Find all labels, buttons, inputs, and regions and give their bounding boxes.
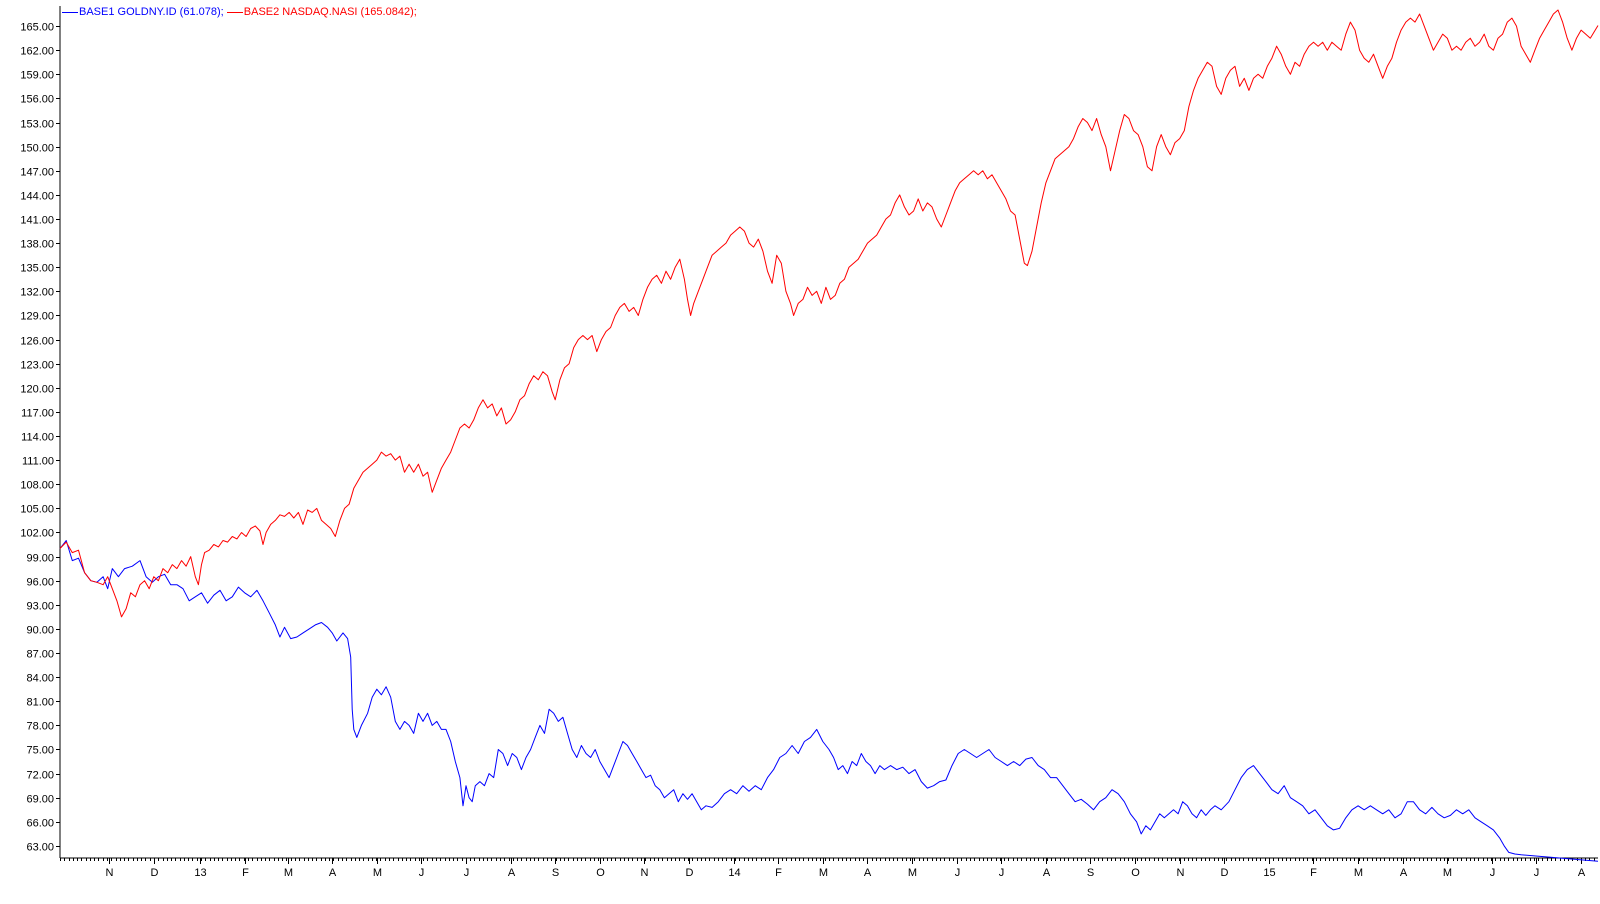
x-tick-label: A xyxy=(864,867,872,879)
x-tick-label: F xyxy=(775,867,782,879)
y-axis: 63.00 66.00 69.00 72.00 75.00 78.00 81.00 84.00… xyxy=(20,6,61,858)
x-tick-label: M xyxy=(819,867,828,879)
y-tick-label: 96.00 xyxy=(26,577,54,589)
x-tick-label: M xyxy=(908,867,917,879)
y-tick-label: 129.00 xyxy=(20,311,54,323)
legend: BASE1 GOLDNY.ID (61.078); BASE2 NASDAQ.N… xyxy=(62,6,417,18)
x-tick-label: O xyxy=(596,867,605,879)
x-tick-label: M xyxy=(284,867,293,879)
x-tick-label: F xyxy=(1310,867,1317,879)
y-tick-label: 75.00 xyxy=(26,745,54,757)
x-tick-label: J xyxy=(1490,867,1496,879)
y-tick-label: 99.00 xyxy=(26,553,54,565)
y-tick-label: 93.00 xyxy=(26,601,54,613)
y-tick-label: 153.00 xyxy=(20,119,54,131)
x-tick-label: D xyxy=(686,867,694,879)
y-tick-label: 114.00 xyxy=(21,432,54,444)
x-tick-label: D xyxy=(1221,867,1229,879)
y-tick-label: 147.00 xyxy=(20,167,54,179)
y-tick-label: 81.00 xyxy=(26,697,54,709)
x-tick-label: N xyxy=(1177,867,1185,879)
y-tick-label: 87.00 xyxy=(26,649,54,661)
x-tick-label: 13 xyxy=(194,867,206,879)
y-tick-label: 78.00 xyxy=(26,721,54,733)
x-tick-label: M xyxy=(1443,867,1452,879)
x-tick-label: A xyxy=(508,867,516,879)
legend-item-base2: BASE2 NASDAQ.NASI (165.0842); xyxy=(226,6,417,18)
x-tick-label: J xyxy=(1534,867,1540,879)
y-tick-label: 126.00 xyxy=(20,336,54,348)
x-tick-label: M xyxy=(373,867,382,879)
series-layer xyxy=(59,9,1599,862)
x-tick-label: D xyxy=(151,867,159,879)
y-tick-label: 105.00 xyxy=(20,504,54,516)
legend-swatch-base2 xyxy=(226,11,243,13)
legend-label-base2: BASE2 NASDAQ.NASI (165.0842); xyxy=(243,6,417,18)
y-tick-label: 66.00 xyxy=(26,818,54,830)
y-tick-label: 111.00 xyxy=(22,456,54,468)
y-tick-label: 150.00 xyxy=(20,143,54,155)
y-tick-label: 162.00 xyxy=(20,46,54,58)
x-tick-label: S xyxy=(552,867,559,879)
y-tick-label: 117.00 xyxy=(21,408,54,420)
y-tick-label: 102.00 xyxy=(20,528,54,540)
y-tick-label: 141.00 xyxy=(20,215,54,227)
series-line-nasdaq xyxy=(59,9,1599,618)
y-tick-label: 156.00 xyxy=(20,94,54,106)
x-tick-label: S xyxy=(1087,867,1094,879)
y-tick-label: 144.00 xyxy=(20,191,54,203)
x-tick-label: J xyxy=(999,867,1005,879)
legend-item-base1: BASE1 GOLDNY.ID (61.078); xyxy=(62,6,227,18)
y-tick-label: 120.00 xyxy=(20,384,54,396)
y-tick-label: 72.00 xyxy=(26,770,54,782)
y-tick-label: 84.00 xyxy=(26,673,54,685)
x-tick-label: N xyxy=(641,867,649,879)
y-tick-label: 123.00 xyxy=(20,360,54,372)
x-tick-label: O xyxy=(1131,867,1140,879)
x-tick-label: A xyxy=(1578,867,1586,879)
x-tick-label: J xyxy=(955,867,961,879)
y-tick-label: 90.00 xyxy=(26,625,54,637)
y-tick-label: 63.00 xyxy=(26,842,54,854)
legend-label-base1: BASE1 GOLDNY.ID (61.078); xyxy=(79,6,224,18)
x-tick-label: F xyxy=(242,867,249,879)
legend-swatch-base1 xyxy=(62,11,78,13)
y-tick-label: 135.00 xyxy=(20,263,54,275)
y-tick-label: 69.00 xyxy=(26,794,54,806)
x-axis: N D 13 F M A M J J A S O N D 14 F M A M J J A S O N D 15 F M A M J J A xyxy=(60,857,1598,879)
y-tick-label: 138.00 xyxy=(20,239,54,251)
x-tick-label: 14 xyxy=(728,867,740,879)
x-tick-label: 15 xyxy=(1263,867,1275,879)
y-tick-label: 159.00 xyxy=(20,70,54,82)
x-tick-label: M xyxy=(1354,867,1363,879)
x-tick-label: A xyxy=(329,867,337,879)
x-tick-label: J xyxy=(419,867,425,879)
y-tick-label: 132.00 xyxy=(20,287,54,299)
x-tick-label: J xyxy=(464,867,470,879)
x-tick-label: N xyxy=(106,867,114,879)
y-tick-label: 165.00 xyxy=(20,22,54,34)
series-line-goldny xyxy=(59,540,1599,862)
y-tick-label: 108.00 xyxy=(20,480,54,492)
x-tick-label: A xyxy=(1400,867,1408,879)
x-tick-label: A xyxy=(1043,867,1051,879)
